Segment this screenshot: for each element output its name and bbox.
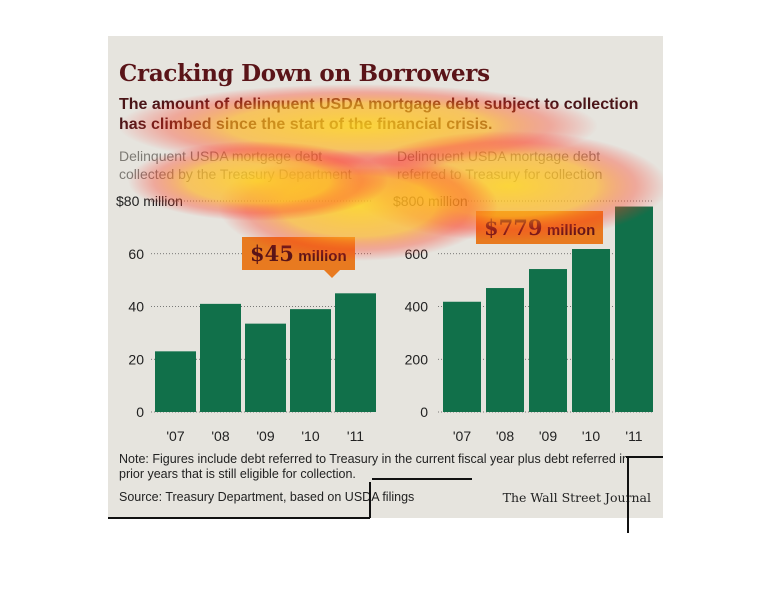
right-x-tick-label: '09 [539, 428, 557, 444]
left-bar [155, 351, 196, 412]
right-bar [615, 206, 653, 412]
right-bar [529, 269, 567, 412]
left-y-tick-label: $80 million [116, 193, 183, 209]
footnote: Note: Figures include debt referred to T… [119, 452, 629, 481]
left-y-tick-label: 40 [128, 299, 144, 315]
left-x-tick-label: '10 [301, 428, 319, 444]
stray-mark [626, 456, 663, 458]
publisher-credit: The Wall Street Journal [502, 490, 651, 505]
left-x-tick-label: '08 [211, 428, 229, 444]
left-x-tick-label: '11 [347, 428, 364, 444]
right-bar [443, 301, 481, 412]
infographic-card: Cracking Down on Borrowers The amount of… [108, 36, 663, 518]
right-x-tick-label: '11 [625, 428, 642, 444]
right-bar [572, 249, 610, 412]
left-callout-unit: million [298, 248, 347, 265]
stray-mark [627, 457, 629, 533]
right-x-tick-label: '07 [453, 428, 471, 444]
left-x-tick-label: '09 [256, 428, 274, 444]
left-bar [200, 303, 241, 412]
right-y-tick-label: 600 [405, 246, 429, 262]
left-y-tick-label: 60 [128, 246, 144, 262]
right-x-tick-label: '08 [496, 428, 514, 444]
right-y-tick-label: 400 [405, 299, 429, 315]
left-y-tick-label: 20 [128, 351, 144, 367]
right-x-tick-label: '10 [582, 428, 600, 444]
right-y-tick-label: 0 [420, 404, 428, 420]
stray-mark [372, 478, 472, 480]
right-y-tick-label: $800 million [393, 193, 468, 209]
left-callout-pointer [324, 270, 340, 278]
stray-mark [369, 482, 371, 518]
right-callout-value: $779 [484, 215, 543, 240]
right-y-tick-label: 200 [405, 351, 429, 367]
left-bar [245, 323, 286, 412]
left-bar [335, 293, 376, 412]
left-x-tick-label: '07 [166, 428, 184, 444]
source-line: Source: Treasury Department, based on US… [119, 490, 415, 504]
right-bar [486, 288, 524, 412]
right-callout: $779 million [476, 211, 604, 244]
right-callout-unit: million [546, 222, 596, 239]
left-callout-value: $45 [250, 241, 294, 266]
headline: Cracking Down on Borrowers [119, 60, 490, 87]
left-y-tick-label: 0 [136, 404, 144, 420]
left-bar [290, 309, 331, 412]
left-callout: $45 million [242, 237, 355, 278]
stray-mark [108, 517, 370, 519]
